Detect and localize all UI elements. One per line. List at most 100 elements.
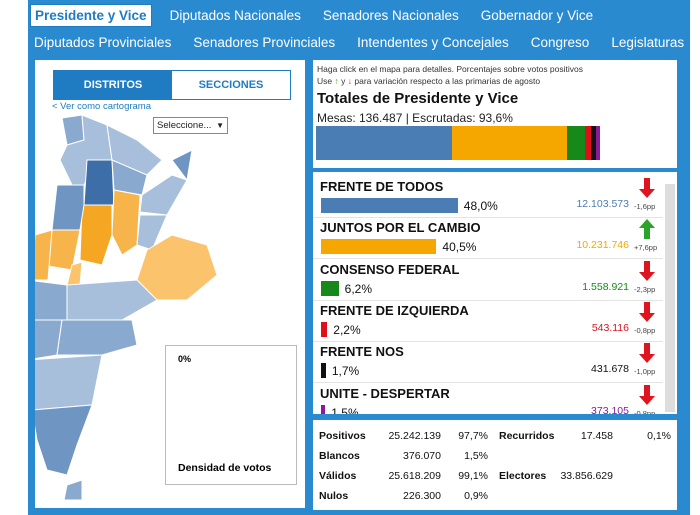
party-row[interactable]: JUNTOS POR EL CAMBIO 40,5% 10.231.746 +7,6p… bbox=[313, 218, 663, 260]
nav-tab[interactable]: Senadores Provinciales bbox=[193, 35, 336, 50]
change-arrow bbox=[638, 260, 656, 282]
scrollbar[interactable] bbox=[665, 184, 675, 412]
province[interactable] bbox=[35, 404, 93, 476]
party-percent: 40,5% bbox=[442, 240, 477, 255]
stat-value: 25.618.209 bbox=[388, 470, 441, 482]
province[interactable] bbox=[139, 174, 188, 216]
nav-tab[interactable]: Intendentes y Concejales bbox=[357, 35, 509, 50]
party-name: CONSENSO FEDERAL bbox=[320, 261, 460, 277]
party-percent: 48,0% bbox=[463, 199, 498, 213]
party-votes: 373.105 bbox=[591, 404, 629, 415]
nav-tab[interactable]: Senadores Nacionales bbox=[322, 8, 459, 23]
stat-value: 17.458 bbox=[580, 430, 613, 442]
party-bar bbox=[321, 404, 326, 414]
party-votes: 1.558.921 bbox=[582, 280, 629, 293]
party-name: JUNTOS POR EL CAMBIO bbox=[320, 220, 481, 236]
stat-label: Recurridos bbox=[499, 430, 555, 442]
province[interactable] bbox=[83, 159, 115, 206]
province[interactable] bbox=[66, 279, 158, 321]
party-change: -2,3pp bbox=[634, 284, 656, 294]
province[interactable] bbox=[63, 479, 83, 501]
nav-tab[interactable]: Presidente y Vice bbox=[30, 4, 152, 27]
change-arrow bbox=[638, 384, 656, 406]
change-arrow bbox=[638, 301, 656, 323]
legend-min: 0% bbox=[178, 354, 192, 364]
change-arrow bbox=[638, 218, 656, 240]
map-tabs: DISTRITOS SECCIONES bbox=[53, 70, 291, 100]
party-change: -0,8pp bbox=[634, 325, 656, 335]
province[interactable] bbox=[35, 229, 53, 281]
arrow-icon bbox=[639, 219, 655, 240]
party-change: -1,0pp bbox=[634, 367, 656, 377]
stacked-bar bbox=[316, 126, 601, 160]
party-row[interactable]: CONSENSO FEDERAL 6,2% 1.558.921 -2,3pp bbox=[313, 260, 663, 301]
stat-label: Blancos bbox=[319, 450, 360, 462]
stat-value: 99,1% bbox=[458, 470, 488, 482]
down-arrow-icon: ↓ bbox=[347, 76, 352, 86]
province[interactable] bbox=[35, 354, 103, 411]
legend-title: Densidad de votos bbox=[178, 462, 272, 474]
provinces[interactable] bbox=[35, 114, 218, 501]
party-change: -1,6pp bbox=[634, 202, 656, 211]
stack-segment bbox=[584, 126, 592, 160]
party-bar bbox=[321, 198, 458, 213]
nav-row: Diputados Provinciales Senadores Provinci… bbox=[30, 31, 688, 54]
party-change: +7,6pp bbox=[634, 243, 658, 253]
party-name: UNITE - DESPERTAR bbox=[320, 385, 450, 401]
map-tab[interactable]: SECCIONES bbox=[198, 79, 264, 91]
province[interactable] bbox=[51, 184, 85, 231]
party-row[interactable]: UNITE - DESPERTAR 1,5% 373.105 -0,8pp bbox=[313, 384, 663, 415]
party-change: -0,8pp bbox=[634, 408, 656, 415]
province[interactable] bbox=[111, 189, 141, 256]
legend: 0% Densidad de votos bbox=[165, 345, 297, 485]
app: Presidente y Vice Diputados Nacionales Sen… bbox=[28, 0, 690, 515]
province[interactable] bbox=[79, 204, 113, 266]
arrow-icon bbox=[639, 260, 655, 281]
province[interactable] bbox=[35, 280, 68, 321]
nav-tab[interactable]: Diputados Provinciales bbox=[34, 35, 172, 50]
hint-text: y bbox=[341, 76, 346, 86]
summary-title: Totales de Presidente y Vice bbox=[317, 90, 519, 107]
parties-panel: FRENTE DE TODOS 48,0% 12.103.573 -1,6pp JUNT… bbox=[313, 172, 677, 414]
party-percent: 2,2% bbox=[333, 322, 361, 337]
stat-value: 0,9% bbox=[464, 490, 488, 502]
stat-value: 226.300 bbox=[403, 490, 441, 502]
province[interactable] bbox=[171, 149, 193, 182]
province[interactable] bbox=[106, 124, 163, 176]
change-arrow bbox=[638, 177, 656, 199]
stat-value: 97,7% bbox=[458, 430, 488, 442]
stat-label: Nulos bbox=[319, 490, 349, 502]
hint-text: Use bbox=[317, 76, 333, 86]
nav-tab[interactable]: Gobernador y Vice bbox=[480, 8, 594, 23]
arrow-icon bbox=[639, 343, 655, 364]
nav-tab[interactable]: Legislaturas bbox=[611, 35, 685, 50]
select[interactable]: Seleccione... ▼ bbox=[153, 117, 228, 134]
party-row[interactable]: FRENTE DE IZQUIERDA 2,2% 543.116 -0,8pp bbox=[313, 301, 663, 342]
hint: Use ↑ y ↓ para variación respecto a las … bbox=[317, 76, 540, 86]
stack-segment bbox=[567, 126, 585, 160]
province[interactable] bbox=[56, 319, 138, 356]
stack-segment bbox=[316, 126, 453, 160]
arrow-icon bbox=[639, 178, 655, 198]
stack-segment bbox=[591, 126, 596, 160]
stat-label: Positivos bbox=[319, 430, 366, 442]
map-panel: DISTRITOS SECCIONES < Ver como cartograma… bbox=[35, 60, 305, 508]
party-votes: 12.103.573 bbox=[576, 198, 629, 210]
party-bar bbox=[321, 239, 437, 255]
arrow-icon bbox=[639, 384, 655, 405]
party-bar bbox=[321, 321, 328, 337]
party-row[interactable]: FRENTE NOS 1,7% 431.678 -1,0pp bbox=[313, 342, 663, 384]
summary-panel: Haga click en el mapa para detalles. Por… bbox=[313, 60, 677, 168]
nav-tab[interactable]: Congreso bbox=[530, 35, 590, 50]
nav-tab[interactable]: Diputados Nacionales bbox=[169, 8, 301, 23]
select-caret: ▼ bbox=[216, 121, 224, 130]
party-name: FRENTE NOS bbox=[320, 344, 404, 360]
map-tab[interactable]: DISTRITOS bbox=[54, 71, 172, 99]
stat-value: 376.070 bbox=[403, 450, 441, 462]
stack-segment bbox=[596, 126, 601, 160]
stat-value: 0,1% bbox=[647, 430, 671, 442]
map bbox=[35, 114, 218, 501]
cartogram-link[interactable]: < Ver como cartograma bbox=[52, 101, 152, 112]
stat-value: 1,5% bbox=[464, 450, 488, 462]
party-row[interactable]: FRENTE DE TODOS 48,0% 12.103.573 -1,6pp bbox=[313, 177, 663, 218]
